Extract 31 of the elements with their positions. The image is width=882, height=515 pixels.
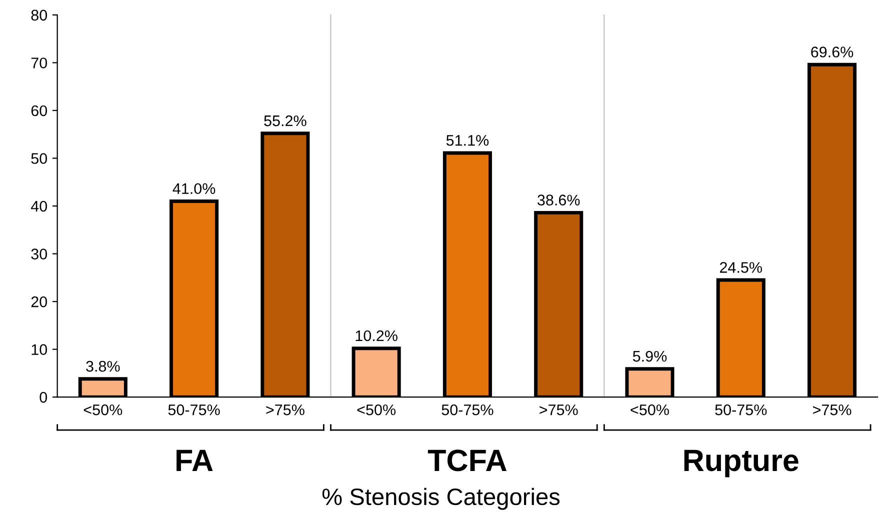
- y-tick-label: 20: [31, 296, 48, 308]
- data-label: 55.2%: [264, 115, 306, 126]
- data-label: 24.5%: [720, 262, 762, 273]
- x-tick-label: 50-75%: [168, 404, 220, 416]
- x-axis-title: FA: [176, 450, 213, 471]
- x-tick-label: >75%: [540, 404, 578, 416]
- y-tick-label: 80: [31, 10, 48, 21]
- y-tick-label: 70: [31, 58, 48, 68]
- y-tick-label: 50: [31, 153, 48, 164]
- y-tick-label: 0: [40, 392, 48, 403]
- data-label: 5.9%: [632, 350, 667, 362]
- data-label: 38.6%: [538, 194, 580, 206]
- data-label: 51.1%: [446, 135, 489, 146]
- x-tick-label: 50-75%: [442, 404, 494, 416]
- x-tick-label: >75%: [266, 404, 304, 416]
- x-tick-label: <50%: [357, 404, 396, 416]
- x-axis-title: Rupture: [684, 450, 798, 478]
- y-tick-label: 40: [30, 200, 48, 212]
- data-label: 3.8%: [86, 360, 120, 372]
- data-label: 41.0%: [172, 183, 216, 194]
- y-tick-label: 30: [31, 248, 48, 260]
- x-tick-label: 50-75%: [715, 404, 767, 416]
- x-axis-title: TCFA: [428, 450, 507, 472]
- y-tick-label: 60: [31, 105, 48, 116]
- text: % Stenosis Categories: [322, 488, 560, 510]
- x-tick-label: <50%: [84, 404, 122, 416]
- x-tick-label: >75%: [813, 404, 852, 416]
- x-tick-label: <50%: [630, 404, 669, 416]
- data-label: 10.2%: [356, 330, 398, 342]
- y-tick-label: 10: [32, 344, 48, 355]
- data-label: 69.6%: [811, 46, 854, 58]
